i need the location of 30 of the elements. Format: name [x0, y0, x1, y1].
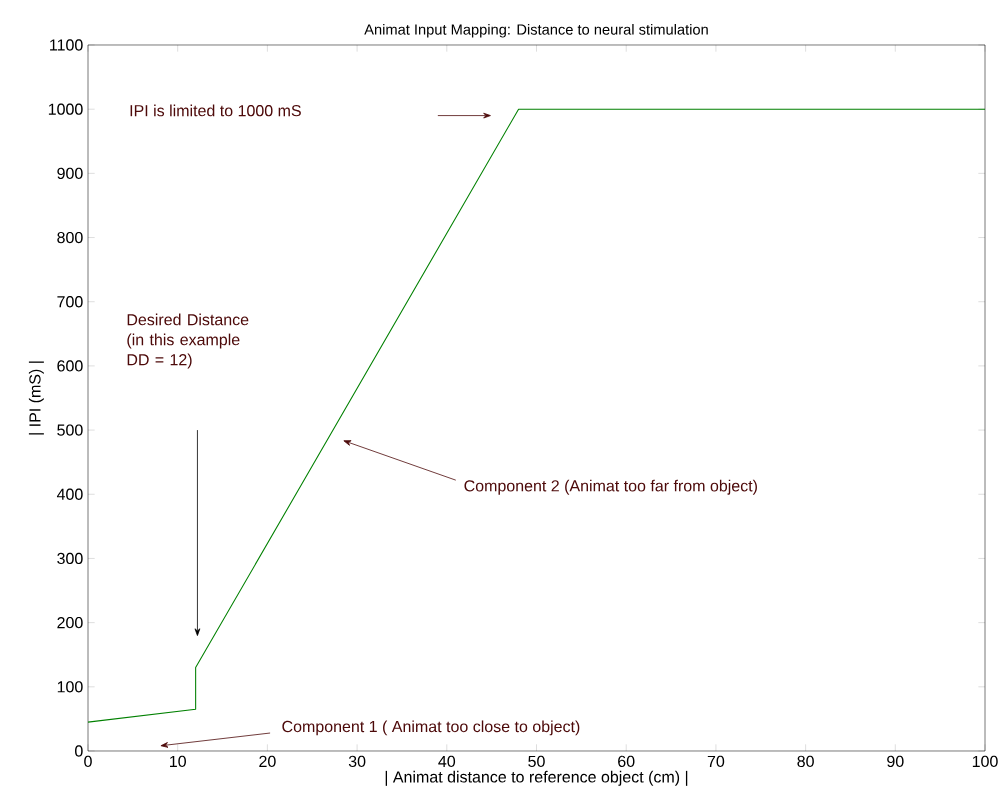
- y-tick-label: 200: [57, 616, 83, 629]
- x-tick-label: 40: [438, 755, 456, 768]
- y-tick-label: 600: [57, 360, 83, 372]
- y-axis-title: | IPI (mS) |: [28, 361, 44, 435]
- x-tick-label: 0: [84, 755, 92, 768]
- y-tick-label: 400: [56, 488, 83, 500]
- y-tick-label: 500: [57, 424, 83, 436]
- x-tick-label: 10: [170, 755, 186, 768]
- x-tick-label: 100: [972, 755, 998, 768]
- y-tick-label: 0: [75, 745, 83, 757]
- x-axis-title: | Animat distance to reference object (cm) |: [385, 770, 688, 786]
- annotation: Component 1 ( Animat too close to object): [282, 720, 580, 736]
- y-tick-label: 1000: [48, 103, 83, 115]
- y-tick-label: 300: [57, 552, 83, 565]
- annotation: IPI is limited to 1000 mS: [130, 104, 301, 117]
- y-tick-label: 100: [57, 681, 83, 693]
- x-tick-label: 90: [887, 755, 904, 768]
- x-tick-label: 50: [528, 755, 545, 768]
- y-tick-label: 1100: [50, 39, 83, 51]
- x-tick-label: 70: [707, 755, 725, 768]
- y-tick-label: 800: [57, 231, 83, 244]
- x-tick-label: 60: [618, 755, 635, 768]
- annotation: Component 2 (Animat too far from object): [464, 479, 757, 495]
- x-tick-label: 80: [797, 755, 814, 768]
- y-tick-label: 700: [57, 296, 83, 308]
- chart-title: Animat Input Mapping: Distance to neural stimulation: [364, 23, 708, 38]
- x-tick-label: 20: [259, 755, 276, 768]
- y-tick-label: 900: [57, 167, 83, 180]
- x-tick-label: 30: [348, 755, 366, 768]
- annotation: Desired Distance (in this example DD = 12): [127, 313, 249, 369]
